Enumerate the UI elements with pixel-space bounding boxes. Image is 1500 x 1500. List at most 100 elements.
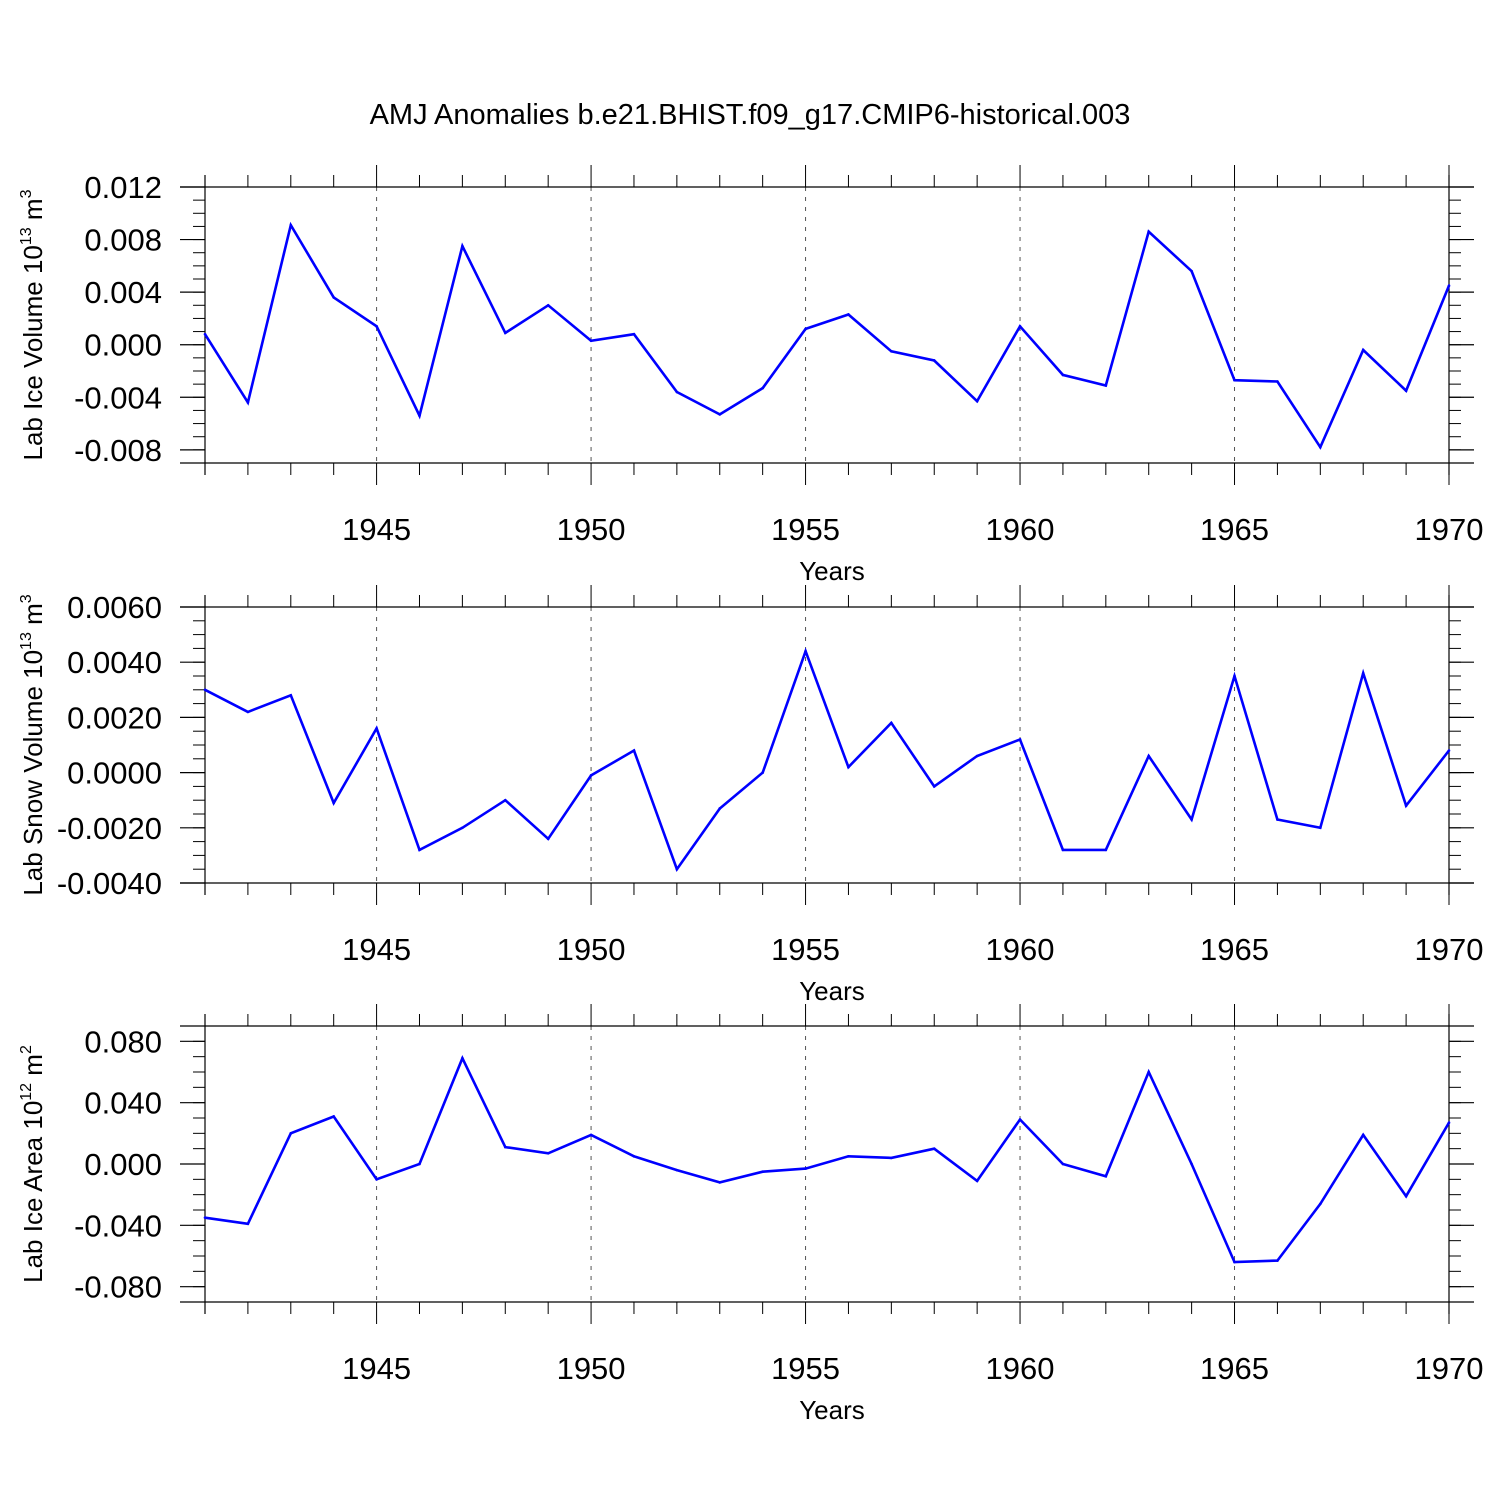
data-point [761,386,764,390]
x-tick-label: 1960 [986,1351,1055,1386]
data-point [589,339,593,343]
data-point [847,1155,850,1158]
data-point [932,1147,936,1150]
x-tick-label: 1955 [771,1351,840,1386]
x-tick-label: 1955 [771,512,840,547]
data-point [1361,1133,1365,1137]
y-tick-label: 0.000 [84,328,162,363]
data-point [1276,818,1279,821]
y-tick-label: -0.040 [74,1208,162,1243]
data-point [1361,671,1365,675]
x-tick-label: 1945 [342,932,411,967]
data-point [246,710,250,714]
x-tick-label: 1955 [771,932,840,967]
x-tick-label: 1960 [986,932,1055,967]
data-point [332,296,335,299]
y-tick-label: 0.080 [84,1024,162,1059]
y-tick-label: -0.004 [74,380,162,415]
x-tick-label: 1965 [1200,512,1269,547]
data-point [1147,754,1151,758]
data-point [1233,674,1236,678]
x-tick-label: 1970 [1415,512,1484,547]
x-axis-title: Years [799,1395,865,1425]
data-point [246,1222,250,1226]
data-point [1447,1121,1451,1124]
data-point [1147,230,1151,233]
data-point [718,1181,722,1184]
data-point [718,413,722,416]
data-point [1319,826,1322,830]
x-axis-title: Years [799,976,865,1006]
chart-panel-2: -0.0040 -0.0020 0.0000 0.0020 0.0040 0.0060 19… [18,585,1483,1006]
data-point [675,1168,679,1172]
x-tick-label: 1970 [1415,932,1484,967]
data-point [1018,738,1022,741]
x-tick-label: 1950 [557,932,626,967]
y-tick-label: 0.012 [84,170,162,205]
data-point [1147,1070,1151,1074]
x-tick-label: 1965 [1200,932,1269,967]
data-point [1190,269,1193,273]
data-point [975,754,979,758]
data-point [332,1115,335,1118]
data-point [890,1156,893,1160]
data-point [804,327,807,331]
data-point [332,801,335,805]
data-point [375,1178,378,1181]
data-point [632,332,636,336]
data-point [1447,284,1451,287]
data-point [675,390,679,394]
x-tick-label: 1950 [557,512,626,547]
data-point [975,399,979,403]
x-tick-label: 1950 [557,1351,626,1386]
data-point [975,1179,979,1183]
y-tick-label: 0.000 [84,1147,162,1182]
data-point [804,649,807,653]
data-point [461,244,464,248]
data-point [418,848,421,852]
data-point [761,771,764,774]
data-point [1061,373,1065,377]
y-axis-title: Lab Ice Area 1012 m2 [18,1045,48,1283]
data-point [503,798,507,802]
data-point [804,1167,807,1170]
data-point [761,1170,764,1173]
x-tick-label: 1970 [1415,1351,1484,1386]
data-point [546,837,550,841]
y-tick-label: 0.0040 [67,645,162,680]
data-point [1233,1260,1236,1264]
data-point [503,331,507,335]
data-point [375,325,378,328]
y-tick-label: -0.008 [74,433,162,468]
data-point [632,749,636,752]
y-tick-label: 0.040 [84,1086,162,1121]
data-point [546,303,550,307]
data-point [1276,380,1279,383]
data-point [461,826,464,830]
x-axis-title: Years [799,556,865,586]
data-point [1061,848,1065,852]
data-point [461,1056,464,1060]
data-point [1061,1162,1065,1166]
series-line [204,1054,1451,1264]
data-point [1447,749,1451,752]
data-point [418,414,421,417]
y-tick-label: -0.0020 [57,811,162,846]
data-point [289,1132,293,1135]
y-tick-label: 0.0000 [67,756,162,791]
series-line [203,221,1451,450]
data-point [289,223,293,227]
y-tick-label: -0.0040 [57,866,162,901]
data-point [932,785,936,788]
data-point [1018,325,1022,328]
data-point [1404,804,1408,808]
data-point [1190,1162,1193,1166]
data-point [847,313,850,316]
data-point [589,1133,593,1137]
data-point [289,694,293,697]
figure-title: AMJ Anomalies b.e21.BHIST.f09_g17.CMIP6-… [370,99,1131,131]
data-point [1104,1174,1108,1178]
y-tick-label: 0.004 [84,275,162,310]
data-point [632,1155,636,1158]
